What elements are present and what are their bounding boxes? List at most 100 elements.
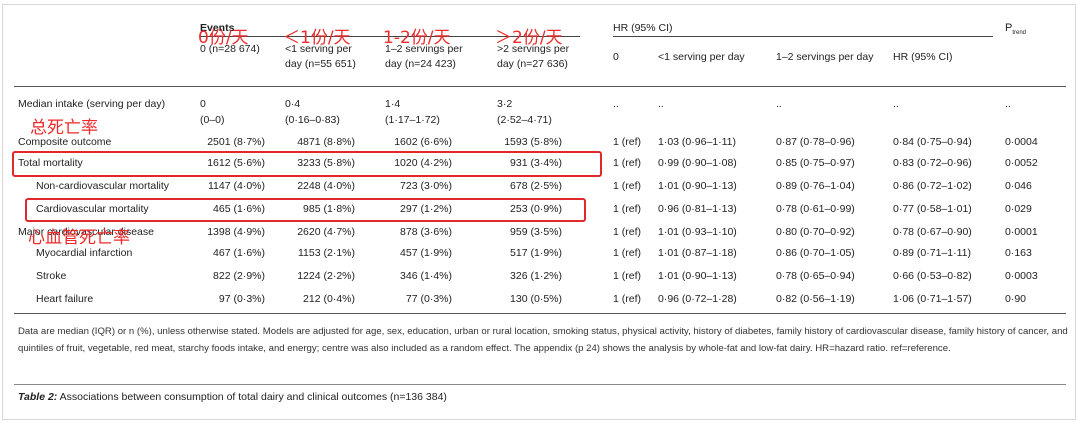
cell: 0·163 <box>1005 247 1032 259</box>
cell: 0·90 <box>1005 293 1027 305</box>
cell: 3·2 (2·52–4·71) <box>497 98 552 126</box>
cell: 1602 (6·6%) <box>394 136 452 148</box>
column-header: >2 servings per day (n=27 636) <box>497 43 570 70</box>
group-header: HR (95% CI) <box>613 22 673 34</box>
cell: 2501 (8·7%) <box>207 136 265 148</box>
cell: 0·89 (0·76–1·04) <box>776 180 855 192</box>
cell: 878 (3·6%) <box>400 226 452 238</box>
row-label: Cardiovascular mortality <box>36 203 149 215</box>
cell: 0·84 (0·75–0·94) <box>893 136 972 148</box>
cell: 1 (ref) <box>613 136 642 148</box>
column-header: 0 (n=28 674) <box>200 43 260 55</box>
cell: 97 (0·3%) <box>218 293 265 305</box>
row-label: Median intake (serving per day) <box>18 98 166 110</box>
highlight-box <box>12 151 602 177</box>
cell: 678 (2·5%) <box>510 180 562 192</box>
footnote: Data are median (IQR) or n (%), unless o… <box>18 326 1068 354</box>
column-annotation: 1-2份/天 <box>383 28 451 48</box>
p-sub: trend <box>1012 30 1027 37</box>
group-rule <box>613 36 993 37</box>
row-label: Myocardial infarction <box>36 247 133 259</box>
group-header: Events <box>200 22 235 34</box>
cell: 0·86 (0·70–1·05) <box>776 247 855 259</box>
cell: 0·0003 <box>1005 270 1038 282</box>
cell: 0·83 (0·72–0·96) <box>893 157 972 169</box>
cell: .. <box>1005 98 1011 110</box>
row-label: Composite outcome <box>18 136 112 148</box>
cell: 0·82 (0·56–1·19) <box>776 293 855 305</box>
row-label: Stroke <box>36 270 67 282</box>
column-annotation: 0份/天 <box>198 28 249 48</box>
cell: 1 (ref) <box>613 293 642 305</box>
cell: 0·89 (0·71–1·11) <box>893 247 972 259</box>
cell: 465 (1·6%) <box>213 203 265 215</box>
cell: 0·77 (0·58–1·01) <box>893 203 972 215</box>
cell: 0·046 <box>1005 180 1032 192</box>
p-trend-header: Ptrend <box>1005 22 1026 36</box>
caption: Table 2: Associations between consumptio… <box>18 391 447 403</box>
caption-text: Associations between consumption of tota… <box>57 391 447 403</box>
cell: 1593 (5·8%) <box>504 136 562 148</box>
group-rule <box>200 36 580 37</box>
column-annotation: ＜1份/天 <box>283 28 351 48</box>
cell: 0·66 (0·53–0·82) <box>893 270 972 282</box>
cell: 4871 (8·8%) <box>297 136 355 148</box>
cell: 1·01 (0·87–1·18) <box>658 247 737 259</box>
cell: 931 (3·4%) <box>510 157 562 169</box>
cell: 1·01 (0·90–1·13) <box>658 180 737 192</box>
cell: 0·96 (0·72–1·28) <box>658 293 737 305</box>
cell: 1·01 (0·93–1·10) <box>658 226 737 238</box>
cell: 959 (3·5%) <box>510 226 562 238</box>
cell: 1398 (4·9%) <box>207 226 265 238</box>
cell: 1 (ref) <box>613 226 642 238</box>
row-label: Non-cardiovascular mortality <box>36 180 170 192</box>
row-label: Heart failure <box>36 293 94 305</box>
highlight-box <box>25 198 586 222</box>
cell: 985 (1·8%) <box>303 203 355 215</box>
row-label: Total mortality <box>18 157 83 169</box>
cell: 0·96 (0·81–1·13) <box>658 203 737 215</box>
cell: 1·06 (0·71–1·57) <box>893 293 972 305</box>
cell: 297 (1·2%) <box>400 203 452 215</box>
cell: 1·03 (0·96–1·11) <box>658 136 737 148</box>
row-label: Major cardiovascular disease <box>18 226 154 238</box>
caption-label: Table 2: <box>18 391 58 403</box>
cell: 1147 (4·0%) <box>207 180 265 192</box>
cell: 1153 (2·1%) <box>297 247 355 259</box>
cell: 457 (1·9%) <box>400 247 452 259</box>
column-header: <1 serving per day <box>658 51 745 63</box>
cell: 0·0001 <box>1005 226 1038 238</box>
cell: 212 (0·4%) <box>303 293 355 305</box>
cell: 1·01 (0·90–1·13) <box>658 270 737 282</box>
cell: 1 (ref) <box>613 157 642 169</box>
column-header: 0 <box>613 51 619 63</box>
cell: .. <box>658 98 664 110</box>
cell: 0·78 (0·61–0·99) <box>776 203 855 215</box>
cell: 1224 (2·2%) <box>297 270 355 282</box>
cell: 0·78 (0·65–0·94) <box>776 270 855 282</box>
cell: 253 (0·9%) <box>510 203 562 215</box>
cell: 0·87 (0·78–0·96) <box>776 136 855 148</box>
cell: .. <box>776 98 782 110</box>
column-annotation: ＞2份/天 <box>495 28 563 48</box>
row-annotation: 总死亡率 <box>30 118 98 138</box>
cell: 0·86 (0·72–1·02) <box>893 180 972 192</box>
body-rule <box>14 313 1066 314</box>
cell: 467 (1·6%) <box>213 247 265 259</box>
cell: 1 (ref) <box>613 247 642 259</box>
cell: 77 (0·3%) <box>405 293 452 305</box>
cell: .. <box>893 98 899 110</box>
cell: 2248 (4·0%) <box>297 180 355 192</box>
column-header: 1–2 servings per day (n=24 423) <box>385 43 463 70</box>
cell: 1 (ref) <box>613 270 642 282</box>
column-header: HR (95% CI) <box>893 51 953 63</box>
cell: 0·4 (0·16–0·83) <box>285 98 340 126</box>
cell: 3233 (5·8%) <box>297 157 355 169</box>
cell: 0·99 (0·90–1·08) <box>658 157 737 169</box>
cell: 130 (0·5%) <box>510 293 562 305</box>
cell: 0·85 (0·75–0·97) <box>776 157 855 169</box>
cell: 723 (3·0%) <box>400 180 452 192</box>
cell: 0·80 (0·70–0·92) <box>776 226 855 238</box>
cell: 517 (1·9%) <box>510 247 562 259</box>
